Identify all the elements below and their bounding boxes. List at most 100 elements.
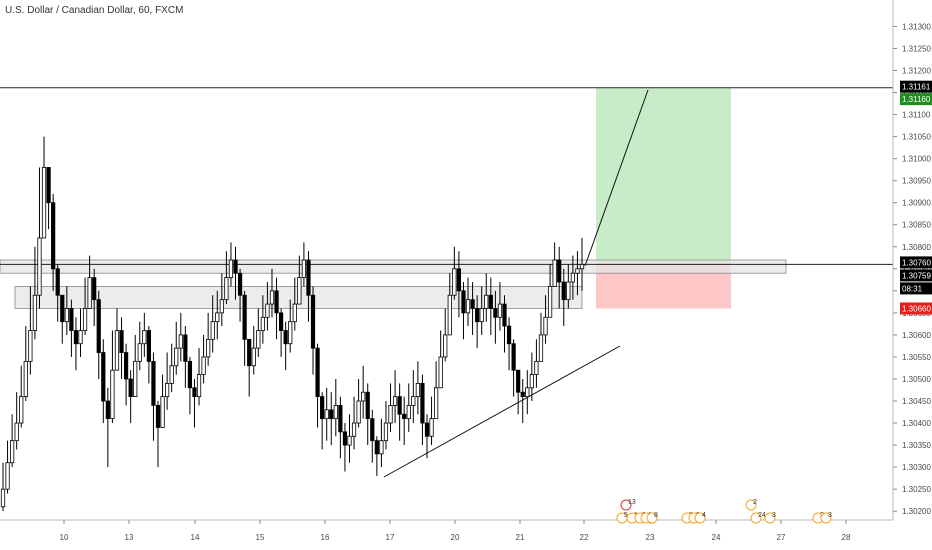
candle-body [479,308,484,323]
candle-body [434,387,439,420]
candle-body [215,312,220,323]
candle [434,361,439,420]
candle [174,321,179,375]
candle-body [411,396,416,406]
event-count: 4 [702,512,706,519]
candle [493,290,498,344]
time-tick-label: 20 [451,533,460,542]
flag-icon [646,512,658,524]
candle-body [92,277,97,301]
candle-body [347,435,352,446]
candle [96,290,101,379]
economic-event-flag-icon: 13 [620,499,636,511]
candle [411,370,416,424]
candle [146,326,151,384]
candle [456,251,462,318]
candle [265,282,270,331]
candle-body [119,330,124,353]
candle-body [561,281,566,301]
candle-body [251,347,256,367]
candle-body [288,321,293,345]
candle [443,308,448,362]
candle [169,343,174,393]
economic-event-flag-icon: 4 [694,512,706,524]
candle [160,374,165,428]
event-count: 3 [772,512,776,519]
candle-body [114,330,120,371]
candle-body [105,400,110,420]
candle-body [142,330,147,345]
candle-body [429,418,434,437]
candle [28,286,33,375]
candle [379,418,384,468]
price-tick-label: 1.31000 [902,155,931,164]
candle-body [41,167,47,239]
candle [538,312,544,362]
price-tick-label: 1.30900 [902,199,931,208]
candle-body [178,334,183,349]
candle-body [529,374,534,389]
candle-body [192,387,197,398]
candle-body [306,259,311,296]
candle-body [497,303,503,318]
time-tick-label: 10 [60,533,69,542]
candle [14,392,19,450]
candle-body [301,259,307,279]
candle-body [278,312,284,331]
candle-body [388,405,393,424]
candle-body [247,338,252,367]
candle [183,326,188,388]
candle-body [5,462,10,490]
candle-body [329,409,334,420]
tag-countdown-bg [900,282,932,295]
candle-body [516,369,521,393]
candle [82,277,88,335]
candle [237,268,243,322]
candle-body [233,259,238,274]
candle-body [123,352,129,380]
candle [566,264,571,309]
candle-body [365,391,370,420]
tag-entry-bg [900,256,932,269]
candle [525,370,530,415]
candle [402,396,407,446]
candle-body [370,418,375,442]
candle [192,378,197,428]
candle [420,374,425,446]
flag-icon [745,499,757,511]
candle [310,286,316,375]
price-tick-label: 1.31300 [902,22,931,31]
candle-body [383,422,389,442]
candle [520,378,525,424]
candle [415,361,420,415]
candle [155,401,161,468]
tag-stop-text: 1.30660 [902,304,931,313]
candle [392,370,398,424]
candle [269,268,275,318]
price-tick-label: 1.30600 [902,331,931,340]
candle-body [552,259,557,287]
candle [397,383,402,441]
candle [78,308,83,357]
candle-body [196,374,202,398]
candle [529,352,534,402]
candle-body [19,396,24,424]
price-axis: 1.31300 1.31250 1.31200 1.31150 1.31100 1.310… [892,0,932,520]
candle-body [566,281,571,301]
candle-body [392,396,398,406]
candle [365,383,370,446]
candle-body [87,277,92,309]
candle [484,273,489,322]
candle [87,255,92,309]
candle [69,299,74,357]
candle-body [351,422,357,437]
candle [374,436,379,476]
candle-body [374,440,379,455]
tag-stop: 1.30660 [900,302,932,315]
candle [23,326,28,402]
candle-body [219,299,224,314]
candle [557,246,562,309]
candle-body [493,308,498,318]
tag-target-text: 1.31160 [902,95,931,104]
